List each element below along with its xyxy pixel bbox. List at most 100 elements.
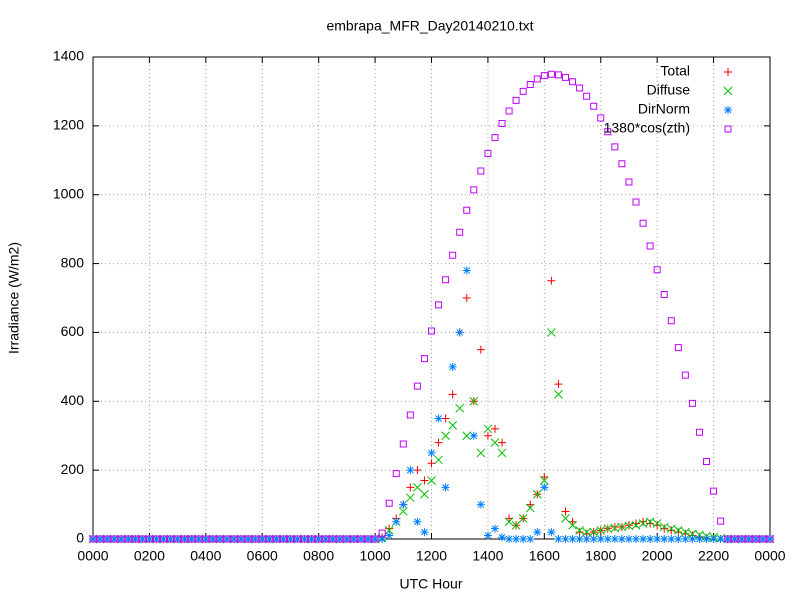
- x-tick-label: 0000: [754, 548, 785, 564]
- point: [462, 266, 471, 275]
- x-tick-label: 1800: [585, 548, 616, 564]
- point: [505, 514, 514, 523]
- y-tick-label: 200: [61, 461, 85, 477]
- point: [730, 535, 739, 543]
- point: [420, 355, 428, 363]
- point: [195, 535, 203, 543]
- point: [695, 535, 704, 543]
- point: [554, 71, 562, 79]
- legend-marker: [724, 125, 732, 133]
- point: [554, 380, 563, 389]
- point: [568, 535, 577, 543]
- point: [653, 266, 661, 274]
- point: [427, 448, 436, 457]
- point: [244, 535, 253, 543]
- point: [378, 535, 387, 543]
- point: [583, 92, 591, 100]
- point: [272, 535, 281, 543]
- point: [449, 251, 457, 259]
- point: [434, 455, 443, 465]
- point: [695, 530, 704, 540]
- point: [751, 535, 760, 543]
- point: [322, 535, 330, 543]
- point: [476, 500, 485, 509]
- point: [89, 535, 97, 543]
- point: [547, 70, 555, 78]
- point: [673, 526, 683, 535]
- point: [737, 535, 746, 543]
- x-axis-label: UTC Hour: [399, 576, 462, 592]
- point: [357, 535, 365, 543]
- point: [138, 535, 146, 543]
- point: [561, 73, 569, 81]
- point: [617, 522, 627, 532]
- point: [519, 535, 528, 543]
- point: [258, 535, 267, 543]
- point: [469, 431, 478, 440]
- point: [603, 535, 612, 543]
- point: [589, 535, 598, 543]
- point: [441, 483, 450, 492]
- point: [342, 535, 351, 543]
- point: [371, 535, 380, 543]
- point: [385, 499, 393, 507]
- point: [504, 517, 514, 527]
- point: [766, 535, 774, 543]
- point: [526, 500, 535, 509]
- point: [490, 524, 499, 533]
- point: [498, 119, 506, 127]
- point: [604, 128, 612, 136]
- point: [350, 535, 358, 543]
- point: [208, 535, 217, 543]
- point: [321, 535, 330, 543]
- point: [610, 523, 620, 533]
- point: [406, 411, 414, 419]
- point: [716, 535, 725, 543]
- point: [610, 535, 619, 543]
- point: [364, 535, 372, 543]
- point: [498, 438, 507, 447]
- x-tick-label: 1000: [360, 548, 391, 564]
- point: [561, 513, 570, 523]
- point: [343, 535, 351, 543]
- point: [251, 535, 259, 543]
- point: [624, 535, 633, 543]
- point: [539, 476, 549, 485]
- point: [187, 535, 196, 543]
- point: [385, 524, 394, 533]
- y-axis-label: Irradiance (W/m2): [6, 242, 22, 354]
- point: [307, 535, 316, 543]
- point: [463, 206, 471, 214]
- point: [329, 535, 337, 543]
- point: [695, 428, 703, 436]
- point: [265, 535, 273, 543]
- point: [398, 507, 408, 516]
- point: [540, 483, 549, 492]
- point: [483, 431, 492, 440]
- point: [251, 535, 260, 543]
- point: [428, 327, 435, 335]
- point: [631, 520, 641, 530]
- point: [525, 503, 535, 513]
- point: [610, 522, 619, 531]
- point: [498, 533, 507, 542]
- point: [124, 535, 132, 543]
- point: [420, 476, 429, 485]
- y-tick-label: 800: [61, 254, 85, 270]
- point: [181, 535, 189, 543]
- point: [646, 242, 654, 250]
- point: [335, 535, 344, 543]
- point: [688, 535, 697, 543]
- point: [435, 301, 443, 309]
- point: [660, 524, 669, 533]
- point: [265, 535, 274, 543]
- point: [462, 431, 472, 441]
- y-tick-label: 1200: [53, 117, 84, 133]
- point: [519, 87, 527, 95]
- point: [180, 535, 189, 543]
- chart-title: embrapa_MFR_Day20140210.txt: [326, 18, 533, 34]
- point: [639, 517, 648, 526]
- legend-label: DirNorm: [638, 101, 690, 117]
- point: [624, 521, 634, 531]
